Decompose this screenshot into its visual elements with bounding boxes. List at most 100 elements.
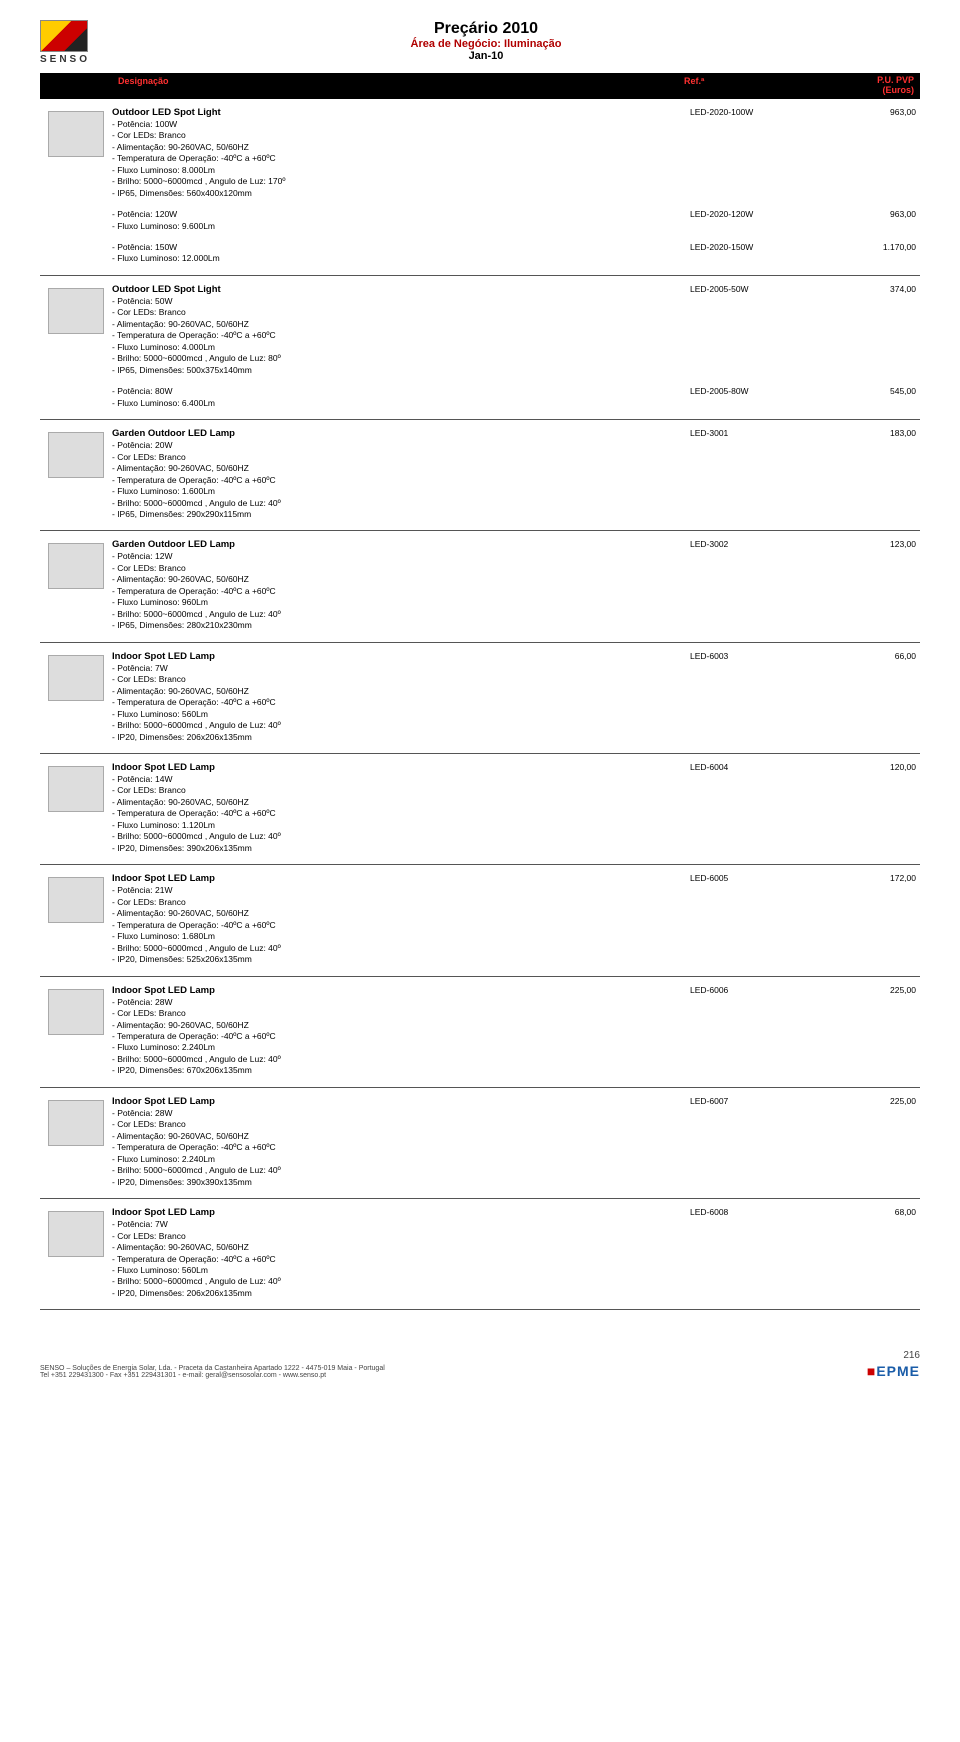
product-thumb [40,539,112,631]
product-spec: - Temperatura de Operação: -40ºC a +60ºC [112,808,690,819]
product-image-placeholder [48,111,104,157]
product-spec: - Temperatura de Operação: -40ºC a +60ºC [112,586,690,597]
variant-spec: - Fluxo Luminoso: 9.600Lm [112,221,690,232]
footer-right: 216 ■EPME [867,1350,920,1379]
product-spec: - IP20, Dimensões: 670x206x135mm [112,1065,690,1076]
product-title: Garden Outdoor LED Lamp [112,428,690,439]
product-spec: - Potência: 7W [112,1219,690,1230]
product-details: Garden Outdoor LED Lamp- Potência: 12W- … [112,539,920,631]
product-image-placeholder [48,1211,104,1257]
table-header: Designação Ref.ª P.U. PVP (Euros) [40,73,920,99]
logo-icon [40,20,88,52]
product-spec: - Temperatura de Operação: -40ºC a +60ºC [112,153,690,164]
product-spec: - Brilho: 5000~6000mcd , Angulo de Luz: … [112,720,690,731]
product-spec: - Cor LEDs: Branco [112,563,690,574]
product-spec: - Potência: 7W [112,663,690,674]
brand-name: SENSO [40,54,100,65]
product-ref: LED-6007 [690,1096,830,1188]
product-spec: - Potência: 14W [112,774,690,785]
product-title: Indoor Spot LED Lamp [112,985,690,996]
product-spec: - Temperatura de Operação: -40ºC a +60ºC [112,330,690,341]
product-row: Outdoor LED Spot Light- Potência: 100W- … [40,99,920,276]
product-spec: - Alimentação: 90-260VAC, 50/60HZ [112,319,690,330]
variant-spec: - Fluxo Luminoso: 12.000Lm [112,253,690,264]
product-spec: - IP65, Dimensões: 290x290x115mm [112,509,690,520]
product-details: Outdoor LED Spot Light- Potência: 50W- C… [112,284,920,409]
product-spec: - Cor LEDs: Branco [112,897,690,908]
variant-ref: LED-2020-150W [690,242,830,265]
col-ref: Ref.ª [684,76,824,96]
product-variant: - Potência: 120W- Fluxo Luminoso: 9.600L… [112,209,920,232]
product-thumb [40,873,112,965]
products-list: Outdoor LED Spot Light- Potência: 100W- … [40,99,920,1311]
product-title: Indoor Spot LED Lamp [112,762,690,773]
product-spec: - IP20, Dimensões: 390x206x135mm [112,843,690,854]
product-ref: LED-6004 [690,762,830,854]
doc-title: Preçário 2010 [112,20,860,38]
product-thumb [40,428,112,520]
product-ref: LED-6003 [690,651,830,743]
product-spec: - Alimentação: 90-260VAC, 50/60HZ [112,142,690,153]
product-price: 374,00 [830,284,920,376]
product-spec: - Fluxo Luminoso: 1.600Lm [112,486,690,497]
product-title: Indoor Spot LED Lamp [112,1096,690,1107]
product-details: Indoor Spot LED Lamp- Potência: 28W- Cor… [112,1096,920,1188]
product-thumb [40,1207,112,1299]
product-spec: - Potência: 28W [112,1108,690,1119]
product-price: 66,00 [830,651,920,743]
product-row: Indoor Spot LED Lamp- Potência: 28W- Cor… [40,1088,920,1199]
product-price: 963,00 [830,107,920,199]
product-spec: - Potência: 100W [112,119,690,130]
product-variant: - Potência: 150W- Fluxo Luminoso: 12.000… [112,242,920,265]
product-spec: - Brilho: 5000~6000mcd , Angulo de Luz: … [112,1276,690,1287]
product-spec: - Potência: 12W [112,551,690,562]
product-spec: - Potência: 50W [112,296,690,307]
product-ref: LED-6006 [690,985,830,1077]
product-spec: - Fluxo Luminoso: 560Lm [112,1265,690,1276]
product-image-placeholder [48,432,104,478]
product-spec: - Brilho: 5000~6000mcd , Angulo de Luz: … [112,609,690,620]
product-spec: - Potência: 28W [112,997,690,1008]
product-price: 225,00 [830,1096,920,1188]
product-title: Garden Outdoor LED Lamp [112,539,690,550]
product-spec: - IP65, Dimensões: 500x375x140mm [112,365,690,376]
product-spec: - Alimentação: 90-260VAC, 50/60HZ [112,574,690,585]
product-spec: - Cor LEDs: Branco [112,130,690,141]
product-ref: LED-3001 [690,428,830,520]
product-spec: - Potência: 20W [112,440,690,451]
page-header: SENSO Preçário 2010 Área de Negócio: Ilu… [40,20,920,65]
product-price: 225,00 [830,985,920,1077]
product-thumb [40,651,112,743]
product-row: Garden Outdoor LED Lamp- Potência: 12W- … [40,531,920,642]
product-spec: - Temperatura de Operação: -40ºC a +60ºC [112,920,690,931]
product-spec: - Cor LEDs: Branco [112,785,690,796]
product-title: Indoor Spot LED Lamp [112,651,690,662]
product-row: Outdoor LED Spot Light- Potência: 50W- C… [40,276,920,420]
page-footer: SENSO – Soluções de Energia Solar, Lda. … [40,1350,920,1379]
product-spec: - Alimentação: 90-260VAC, 50/60HZ [112,1242,690,1253]
product-thumb [40,1096,112,1188]
doc-subtitle: Área de Negócio: Iluminação [112,38,860,50]
product-spec: - Fluxo Luminoso: 960Lm [112,597,690,608]
product-thumb [40,762,112,854]
product-spec: - Brilho: 5000~6000mcd , Angulo de Luz: … [112,831,690,842]
product-details: Indoor Spot LED Lamp- Potência: 21W- Cor… [112,873,920,965]
product-spec: - Temperatura de Operação: -40ºC a +60ºC [112,1031,690,1042]
product-ref: LED-2020-100W [690,107,830,199]
product-image-placeholder [48,989,104,1035]
product-row: Indoor Spot LED Lamp- Potência: 28W- Cor… [40,977,920,1088]
product-image-placeholder [48,288,104,334]
product-spec: - Brilho: 5000~6000mcd , Angulo de Luz: … [112,498,690,509]
brand-logo: SENSO [40,20,100,65]
product-spec: - Fluxo Luminoso: 1.680Lm [112,931,690,942]
product-price: 183,00 [830,428,920,520]
product-spec: - Potência: 21W [112,885,690,896]
product-spec: - Brilho: 5000~6000mcd , Angulo de Luz: … [112,1054,690,1065]
product-variant: - Potência: 80W- Fluxo Luminoso: 6.400Lm… [112,386,920,409]
product-spec: - Cor LEDs: Branco [112,307,690,318]
product-spec: - Temperatura de Operação: -40ºC a +60ºC [112,1142,690,1153]
product-details: Outdoor LED Spot Light- Potência: 100W- … [112,107,920,265]
product-spec: - IP20, Dimensões: 206x206x135mm [112,732,690,743]
product-spec: - Alimentação: 90-260VAC, 50/60HZ [112,686,690,697]
product-spec: - IP20, Dimensões: 525x206x135mm [112,954,690,965]
